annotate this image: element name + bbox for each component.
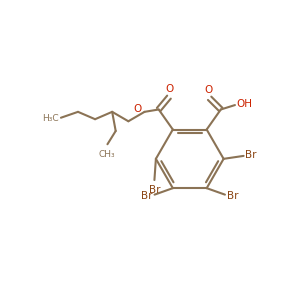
- Text: H₃C: H₃C: [42, 114, 58, 123]
- Text: O: O: [166, 84, 174, 94]
- Text: Br: Br: [245, 150, 257, 160]
- Text: Br: Br: [141, 191, 153, 201]
- Text: Br: Br: [227, 191, 238, 201]
- Text: OH: OH: [236, 99, 252, 109]
- Text: O: O: [204, 85, 212, 95]
- Text: O: O: [134, 104, 142, 115]
- Text: Br: Br: [149, 185, 160, 195]
- Text: CH₃: CH₃: [99, 149, 115, 158]
